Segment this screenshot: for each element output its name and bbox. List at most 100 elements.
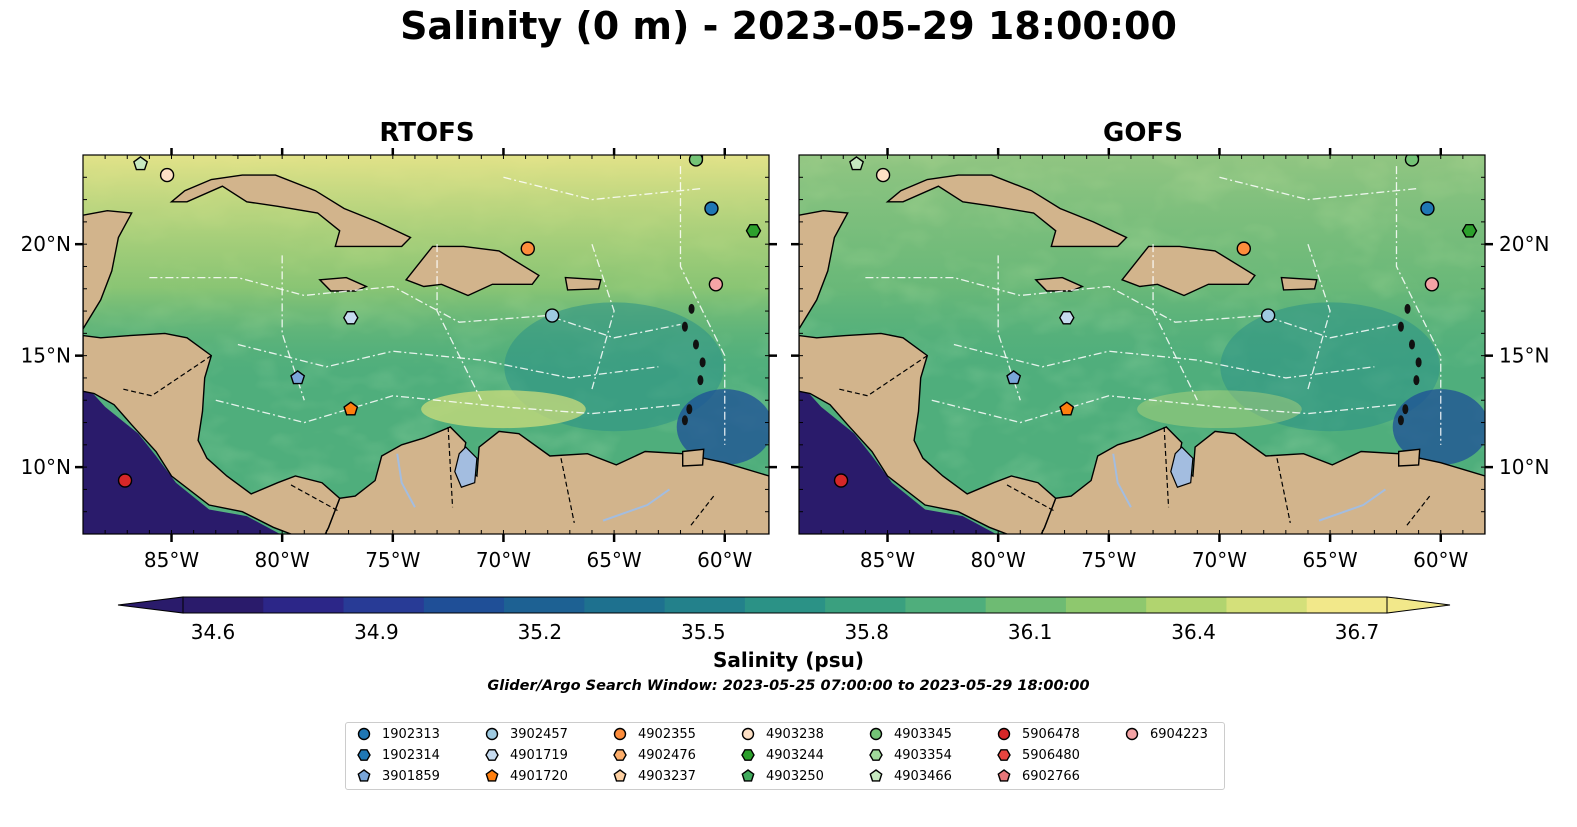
country-border [290, 484, 340, 513]
island-antilles [1404, 303, 1411, 314]
lon-tick-label: 60°W [697, 548, 752, 572]
legend-label: 5906480 [1022, 747, 1080, 763]
land-florida [948, 155, 973, 156]
country-border [122, 355, 212, 397]
pentagon-marker-icon [485, 769, 499, 782]
legend-marker-icon [741, 749, 755, 761]
map-frame [798, 154, 1486, 535]
legend-item: 4903244 [740, 745, 824, 765]
legend-label: 3901859 [382, 768, 440, 784]
lat-tick-label: 10°N [1499, 455, 1549, 479]
legend-item: 4903250 [740, 766, 824, 786]
land-cuba [885, 174, 1128, 248]
float-marker-4903345 [1404, 155, 1420, 167]
lon-tick-label: 75°W [1081, 548, 1136, 572]
coastal-upwelling [1137, 390, 1302, 429]
colorbar-tick-label: 34.6 [190, 620, 236, 644]
float-marker-3901859 [290, 370, 306, 385]
eez-line [1395, 166, 1442, 445]
colorbar-segment [744, 597, 826, 613]
legend-item: 6902766 [996, 766, 1080, 786]
map-panel-gofs: 85°W 80°W 75°W 70°W 65°W 60°W 10°N 15°N 20°N [791, 148, 1549, 572]
legend-label: 4901720 [510, 768, 568, 784]
colorbar-segment [584, 597, 666, 613]
island-antilles [686, 404, 693, 415]
coastal-upwelling [421, 390, 586, 429]
lon-tick-label: 70°W [476, 548, 531, 572]
legend-item: 5906478 [996, 724, 1080, 744]
float-marker-5906478 [833, 473, 849, 488]
float-marker-4901719 [1058, 311, 1075, 325]
colorbar-segment [1065, 597, 1147, 613]
hexagon-marker-icon [613, 749, 627, 761]
colorbar-tick-label: 35.5 [681, 620, 726, 644]
eez-line [1219, 176, 1419, 201]
lon-tick-label: 80°W [255, 548, 310, 572]
float-marker-3902457 [544, 308, 560, 323]
colorbar-tick-label: 36.4 [1171, 620, 1216, 644]
island-antilles [692, 339, 699, 350]
lon-tick-label: 85°W [144, 548, 199, 572]
colorbar-segment [504, 597, 585, 613]
land-florida [232, 155, 257, 156]
legend-label: 4903244 [766, 747, 824, 763]
circle-marker-icon [357, 727, 371, 741]
eez-line [591, 243, 615, 390]
colorbar-extend-max [1386, 596, 1451, 614]
legend-marker-icon [869, 749, 883, 761]
legend-label: 1902313 [382, 726, 440, 742]
colorbar-segment [825, 597, 906, 613]
legend-label: 4902476 [638, 747, 696, 763]
float-marker-6904223 [708, 277, 724, 292]
legend-item: 4901719 [484, 745, 568, 765]
colorbar-segment [664, 597, 746, 613]
circle-marker-icon [869, 727, 883, 741]
island-antilles [1402, 404, 1409, 415]
hexagon-marker-icon [357, 749, 371, 761]
legend-label: 4901719 [510, 747, 568, 763]
legend-marker-icon [613, 727, 627, 741]
float-marker-4903466 [849, 156, 865, 171]
float-marker-4901720 [343, 401, 359, 416]
search-window-text: Glider/Argo Search Window: 2023-05-25 07… [487, 678, 1090, 694]
land-trinidad [1397, 448, 1421, 467]
land-centralam [799, 332, 1057, 534]
island-antilles [697, 375, 704, 386]
island-antilles [1413, 375, 1420, 386]
float-marker-1902313 [704, 201, 719, 216]
eez-line [237, 343, 659, 379]
colorbar-segment [343, 597, 425, 613]
legend-item: 4903466 [868, 766, 952, 786]
legend-label: 1902314 [382, 747, 440, 763]
legend-marker-icon [613, 749, 627, 761]
panel-title-rtofs: RTOFS [379, 118, 475, 148]
lat-tick-label: 15°N [21, 344, 71, 368]
pentagon-marker-icon [613, 769, 627, 782]
circle-marker-icon [741, 727, 755, 741]
float-legend: 1902313 1902314 3901859 3902457 4901719 49017… [345, 722, 1225, 790]
lat-tick-label: 10°N [21, 455, 71, 479]
legend-item: 1902313 [356, 724, 440, 744]
land-jamaica [318, 276, 369, 292]
map-panel-rtofs: 85°W 80°W 75°W 70°W 65°W 60°W 10°N 15°N 20°N [21, 148, 777, 572]
float-marker-4901719 [342, 311, 359, 325]
land-puertorico [1280, 276, 1318, 291]
lon-tick-label: 65°W [586, 548, 641, 572]
pentagon-marker-icon [741, 769, 755, 782]
colorbar-tick-label: 36.1 [1007, 620, 1053, 644]
float-marker-4902355 [1236, 241, 1251, 256]
colorbar-segment [905, 597, 987, 613]
land-yucatan [83, 209, 133, 331]
river [1318, 488, 1386, 522]
island-antilles [1397, 415, 1404, 426]
pentagon-marker-icon [869, 769, 883, 782]
figure-title: Salinity (0 m) - 2023-05-29 18:00:00 [400, 4, 1177, 48]
float-marker-3901859 [1006, 370, 1022, 385]
legend-label: 6902766 [1022, 768, 1080, 784]
hexagon-marker-icon [997, 749, 1011, 761]
eez-line [436, 244, 482, 401]
colorbar-segment [1146, 597, 1228, 613]
hexagon-marker-icon [741, 749, 755, 761]
lake-maracaibo [454, 446, 478, 488]
colorbar-extend-min [117, 596, 184, 614]
